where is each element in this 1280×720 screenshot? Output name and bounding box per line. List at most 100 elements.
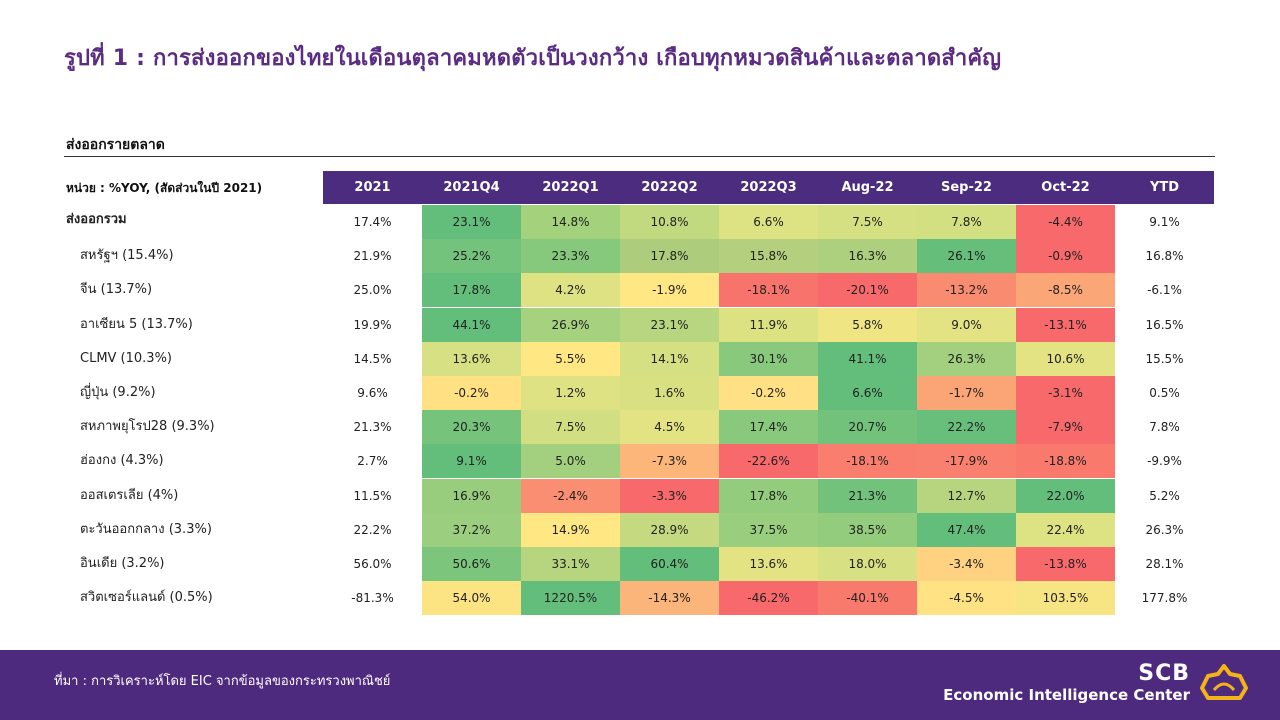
table-cell: 26.1% [917, 239, 1016, 274]
table-cell: 37.5% [719, 512, 818, 547]
table-cell: -13.1% [1016, 307, 1115, 342]
table-cell: -18.8% [1016, 444, 1115, 479]
table-cell: -13.8% [1016, 547, 1115, 581]
table-cell: 25.0% [353, 283, 392, 298]
column-header: Sep-22 [941, 180, 992, 195]
row-label: อาเซียน 5 (13.7%) [80, 316, 193, 332]
table-cell: 37.2% [422, 512, 521, 547]
table-cell: 5.5% [521, 341, 620, 376]
table-cell: -20.1% [818, 273, 917, 308]
table-cell: -7.9% [1016, 410, 1115, 445]
table-cell: 2.7% [357, 454, 388, 469]
table-cell: -2.4% [521, 478, 620, 513]
row-label: ตะวันออกกลาง (3.3%) [80, 521, 212, 537]
table-cell: 21.3% [353, 420, 392, 435]
column-header: 2022Q2 [641, 180, 698, 195]
table-cell: 17.8% [422, 273, 521, 308]
row-label: อินเดีย (3.2%) [80, 556, 165, 571]
table-cell: -8.5% [1016, 273, 1115, 308]
table-cell: -4.4% [1016, 205, 1115, 239]
table-cell: -13.2% [917, 273, 1016, 308]
table-cell: 16.3% [818, 239, 917, 274]
column-header: 2022Q3 [740, 180, 797, 195]
table-cell: -3.1% [1016, 376, 1115, 410]
table-cell: -0.9% [1016, 239, 1115, 274]
column-header: YTD [1149, 180, 1180, 195]
column-header: Aug-22 [841, 180, 894, 195]
table-cell: 14.1% [620, 341, 719, 376]
table-cell: 47.4% [917, 512, 1016, 547]
row-label: สหรัฐฯ (15.4%) [80, 248, 174, 264]
table-cell: -0.2% [422, 376, 521, 410]
table-cell: 38.5% [818, 512, 917, 547]
table-cell: 9.1% [422, 444, 521, 479]
table-cell: 1.2% [521, 376, 620, 410]
table-cell: 7.8% [917, 205, 1016, 239]
table-cell: 4.5% [620, 410, 719, 445]
table-cell: 15.5% [1145, 351, 1184, 366]
table-cell: 54.0% [422, 581, 521, 616]
table-cell: 17.4% [353, 215, 392, 229]
table-cell: -81.3% [351, 591, 394, 606]
table-cell: 21.3% [818, 478, 917, 513]
table-cell: 6.6% [818, 376, 917, 410]
table-cell: 20.7% [818, 410, 917, 445]
table-cell: 11.5% [353, 488, 392, 503]
table-cell: 7.5% [521, 410, 620, 445]
row-label: สวิตเซอร์แลนด์ (0.5%) [80, 590, 213, 606]
table-cell: -1.9% [620, 273, 719, 308]
brand-name: SCB [1138, 661, 1190, 686]
row-label: ญี่ปุ่น (9.2%) [80, 385, 156, 400]
table-cell: 12.7% [917, 478, 1016, 513]
section-divider [64, 156, 1215, 157]
table-cell: 26.9% [521, 307, 620, 342]
table-cell: 14.9% [521, 512, 620, 547]
table-cell: 21.9% [353, 249, 392, 264]
table-cell: 5.8% [818, 307, 917, 342]
table-cell: -40.1% [818, 581, 917, 616]
table-cell: 25.2% [422, 239, 521, 274]
table-cell: -3.3% [620, 478, 719, 513]
table-cell: 11.9% [719, 307, 818, 342]
table-cell: 28.9% [620, 512, 719, 547]
unit-label: หน่วย : %YOY, (สัดส่วนในปี 2021) [66, 181, 263, 195]
table-cell: -46.2% [719, 581, 818, 616]
row-label: จีน (13.7%) [80, 282, 153, 298]
table-cell: -4.5% [917, 581, 1016, 616]
table-cell: 44.1% [422, 307, 521, 342]
table-cell: -3.4% [917, 547, 1016, 581]
table-cell: 23.3% [521, 239, 620, 274]
table-cell: -18.1% [818, 444, 917, 479]
table-cell: 18.0% [818, 547, 917, 581]
table-cell: 7.5% [818, 205, 917, 239]
table-cell: 23.1% [422, 205, 521, 239]
brand-subtitle: Economic Intelligence Center [943, 686, 1190, 704]
table-cell: 23.1% [620, 307, 719, 342]
table-cell: -1.7% [917, 376, 1016, 410]
source-note: ที่มา : การวิเคราะห์โดย EIC จากข้อมูลของ… [54, 674, 391, 689]
table-cell: -7.3% [620, 444, 719, 479]
table-cell: 22.2% [917, 410, 1016, 445]
table-cell: 5.2% [1149, 488, 1180, 503]
table-cell: 0.5% [1149, 386, 1180, 400]
table-cell: 16.9% [422, 478, 521, 513]
table-cell: 13.6% [422, 341, 521, 376]
table-cell: 33.1% [521, 547, 620, 581]
column-header: Oct-22 [1041, 180, 1090, 195]
table-cell: -22.6% [719, 444, 818, 479]
table-cell: 9.1% [1149, 215, 1180, 229]
table-cell: -14.3% [620, 581, 719, 616]
table-cell: 15.8% [719, 239, 818, 274]
page-title: รูปที่ 1 : การส่งออกของไทยในเดือนตุลาคมห… [64, 46, 1002, 71]
table-cell: -17.9% [917, 444, 1016, 479]
table-cell: 16.8% [1145, 249, 1184, 264]
row-label: CLMV (10.3%) [80, 350, 173, 366]
table-cell: 17.4% [719, 410, 818, 445]
table-cell: 16.5% [1145, 317, 1184, 332]
table-cell: 177.8% [1141, 591, 1188, 606]
scb-logo-icon [1200, 664, 1248, 700]
table-cell: 10.6% [1016, 341, 1115, 376]
table-cell: 26.3% [1145, 522, 1184, 537]
table-cell: 28.1% [1145, 557, 1184, 571]
table-cell: 30.1% [719, 341, 818, 376]
